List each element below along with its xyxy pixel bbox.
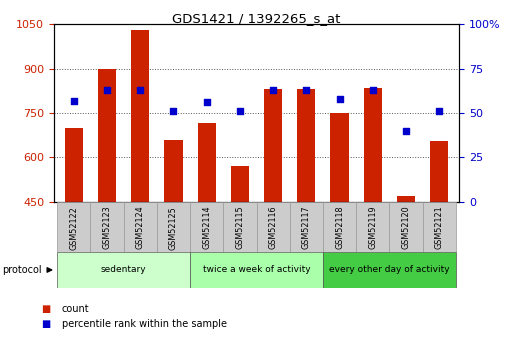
Text: GSM52125: GSM52125 (169, 206, 178, 249)
Bar (164, 140, 183, 335)
Text: GSM52114: GSM52114 (202, 206, 211, 249)
Bar (297, 89, 315, 335)
Text: GSM52122: GSM52122 (69, 206, 78, 249)
Bar (190, 202, 223, 252)
Text: GSM52120: GSM52120 (402, 206, 410, 249)
Bar (423, 202, 456, 252)
Bar (397, 196, 415, 335)
Point (203, 100, 211, 105)
Bar (323, 252, 456, 288)
Text: sedentary: sedentary (101, 265, 146, 275)
Text: GSM52119: GSM52119 (368, 206, 377, 249)
Text: twice a week of activity: twice a week of activity (203, 265, 310, 275)
Bar (190, 252, 323, 288)
Point (236, 108, 244, 114)
Text: GSM52121: GSM52121 (435, 206, 444, 249)
Bar (330, 113, 349, 335)
Bar (389, 202, 423, 252)
Bar (256, 202, 290, 252)
Bar (231, 166, 249, 335)
Text: ■: ■ (41, 304, 50, 314)
Bar (98, 69, 116, 335)
Text: GSM52117: GSM52117 (302, 206, 311, 249)
Point (336, 96, 344, 101)
Text: ■: ■ (41, 319, 50, 329)
Bar (198, 124, 216, 335)
Point (302, 87, 310, 93)
Text: percentile rank within the sample: percentile rank within the sample (62, 319, 227, 329)
Bar (90, 202, 124, 252)
Point (169, 108, 177, 114)
Text: GSM52124: GSM52124 (136, 206, 145, 249)
Text: GSM52123: GSM52123 (103, 206, 111, 249)
Bar (223, 202, 256, 252)
Bar (430, 141, 448, 335)
Point (402, 128, 410, 134)
Text: protocol: protocol (3, 265, 42, 275)
Text: every other day of activity: every other day of activity (329, 265, 450, 275)
Bar (131, 30, 149, 335)
Bar (157, 202, 190, 252)
Bar (290, 202, 323, 252)
Bar (57, 252, 190, 288)
Point (136, 87, 144, 93)
Bar (124, 202, 157, 252)
Text: GSM52118: GSM52118 (335, 206, 344, 249)
Text: count: count (62, 304, 89, 314)
Bar (264, 89, 282, 335)
Point (435, 108, 443, 114)
Text: GDS1421 / 1392265_s_at: GDS1421 / 1392265_s_at (172, 12, 341, 25)
Bar (356, 202, 389, 252)
Point (369, 87, 377, 93)
Text: GSM52116: GSM52116 (269, 206, 278, 249)
Bar (57, 202, 90, 252)
Bar (323, 202, 356, 252)
Text: GSM52115: GSM52115 (235, 206, 244, 249)
Point (103, 87, 111, 93)
Point (70, 98, 78, 103)
Point (269, 87, 277, 93)
Bar (364, 88, 382, 335)
Bar (65, 128, 83, 335)
